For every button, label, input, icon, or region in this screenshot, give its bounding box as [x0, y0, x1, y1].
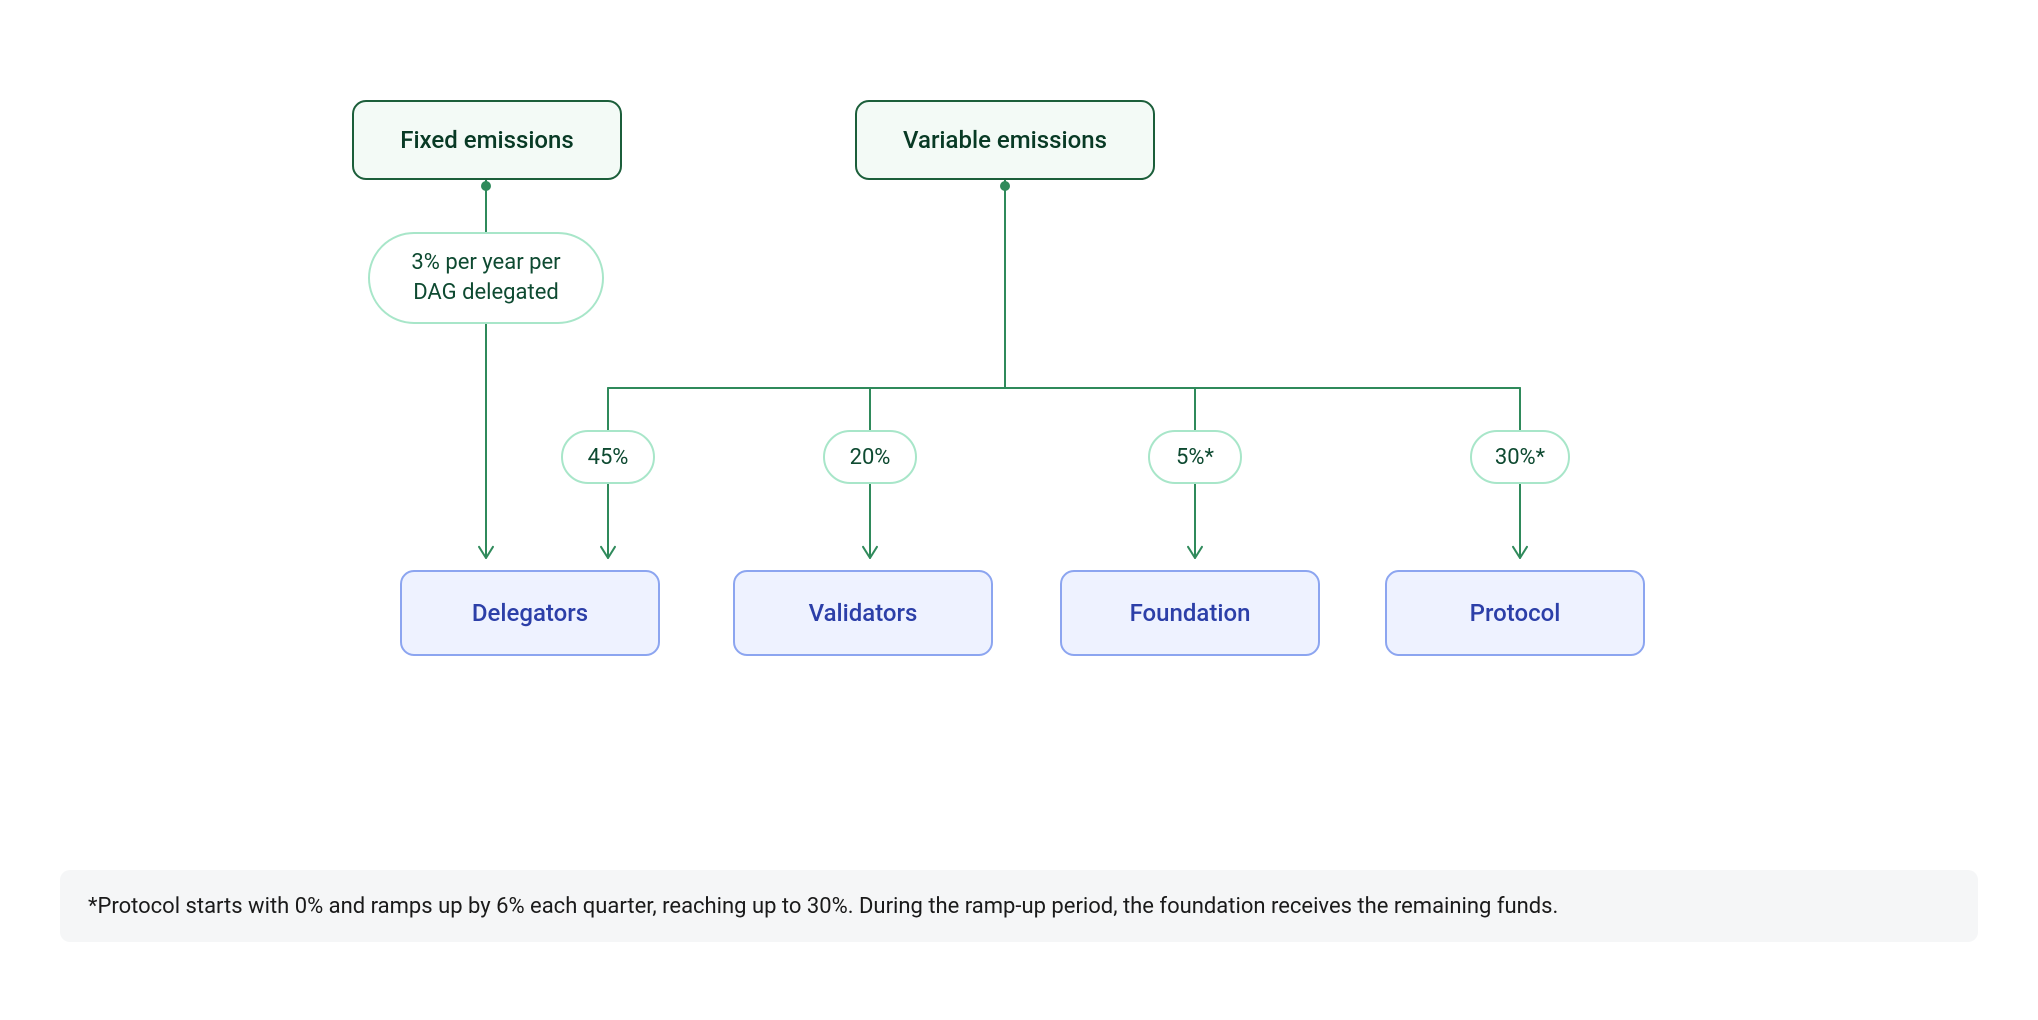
allocation-pill-2: 5%*	[1148, 430, 1242, 484]
rate-line-1: 3% per year per	[411, 248, 560, 278]
fixed-emissions-rate-pill: 3% per year perDAG delegated	[368, 232, 604, 324]
footnote: *Protocol starts with 0% and ramps up by…	[60, 870, 1978, 942]
destination-box-protocol: Protocol	[1385, 570, 1645, 656]
diagram-canvas: Fixed emissions Variable emissions 3% per …	[0, 0, 2038, 1020]
variable-emissions-box: Variable emissions	[855, 100, 1155, 180]
destination-box-foundation: Foundation	[1060, 570, 1320, 656]
destination-box-delegators: Delegators	[400, 570, 660, 656]
allocation-pill-3: 30%*	[1470, 430, 1570, 484]
allocation-pill-1: 20%	[823, 430, 917, 484]
fixed-emissions-box: Fixed emissions	[352, 100, 622, 180]
rate-line-2: DAG delegated	[413, 278, 559, 308]
allocation-pill-0: 45%	[561, 430, 655, 484]
destination-box-validators: Validators	[733, 570, 993, 656]
